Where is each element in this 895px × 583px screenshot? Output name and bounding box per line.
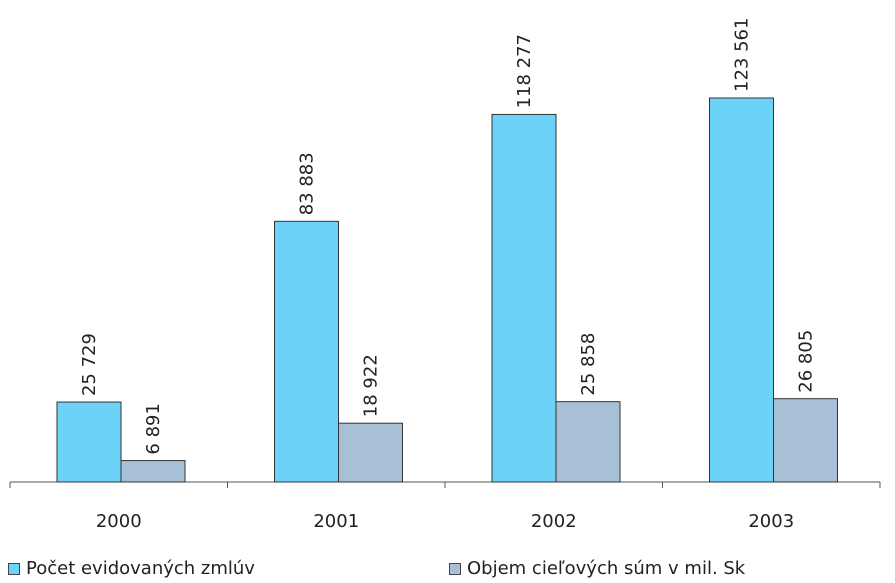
legend-swatch-volume xyxy=(449,562,461,575)
data-label-volume-2001: 18 922 xyxy=(361,354,382,417)
bar-count-2002 xyxy=(491,113,557,483)
legend-swatch-count xyxy=(8,562,20,575)
legend-label-volume: Objem cieľových súm v mil. Sk xyxy=(467,558,746,579)
data-label-count-2002: 118 277 xyxy=(514,34,535,108)
legend-item-volume: Objem cieľových súm v mil. Sk xyxy=(449,558,745,579)
data-label-volume-2000: 6 891 xyxy=(143,403,164,455)
x-tick-label-2001: 2001 xyxy=(313,511,359,532)
bar-volume-2000 xyxy=(120,460,186,483)
legend-item-count: Počet evidovaných zmlúv xyxy=(8,558,255,579)
bar-volume-2003 xyxy=(773,398,838,483)
data-label-volume-2003: 26 805 xyxy=(796,330,817,393)
bar-volume-2001 xyxy=(338,422,403,483)
bar-chart: 25 729 6 891 2000 83 883 18 922 2001 118 277 25… xyxy=(9,18,881,532)
bar-count-2001 xyxy=(274,220,339,483)
data-label-count-2000: 25 729 xyxy=(79,333,100,396)
x-tick-label-2003: 2003 xyxy=(748,511,794,532)
x-tick-label-2000: 2000 xyxy=(96,511,142,532)
legend-label-count: Počet evidovaných zmlúv xyxy=(26,558,255,579)
bar-count-2000 xyxy=(56,401,122,483)
bar-volume-2002 xyxy=(555,401,621,483)
data-label-count-2001: 83 883 xyxy=(297,152,318,215)
data-label-count-2003: 123 561 xyxy=(732,18,753,92)
x-tick-label-2002: 2002 xyxy=(531,511,577,532)
data-label-volume-2002: 25 858 xyxy=(578,333,599,396)
bar-count-2003 xyxy=(709,97,774,483)
